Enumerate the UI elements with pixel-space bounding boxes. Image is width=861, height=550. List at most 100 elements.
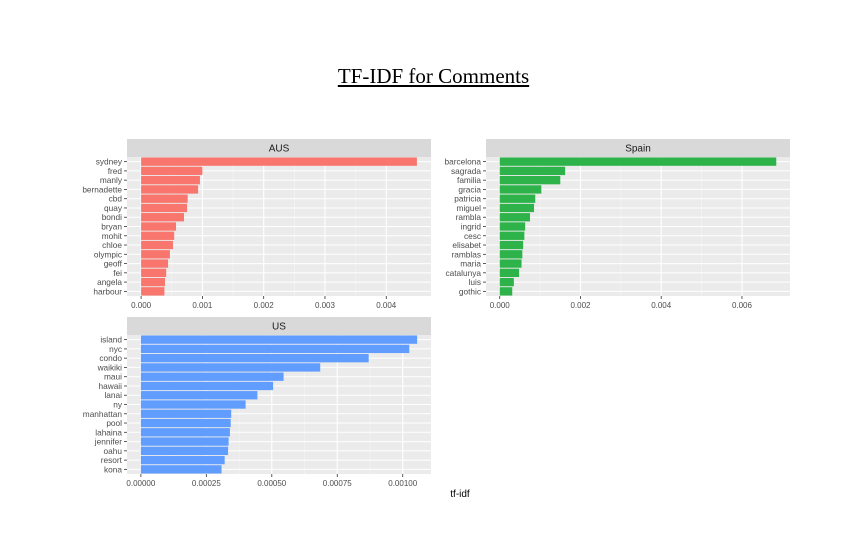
x-tick-label: 0.00050 [257,479,286,488]
y-tick-label: angela [97,277,122,287]
bar [499,166,566,176]
y-tick-label: mohit [102,231,123,241]
bar [141,222,177,231]
facet-strip [127,317,431,335]
y-tick-label: rambla [456,212,482,222]
bar [140,418,231,428]
bar [499,157,777,166]
y-tick-label: barcelona [445,157,482,167]
y-tick-label: manhattan [83,409,123,419]
y-tick-label: cbd [109,194,123,204]
bar [140,353,369,363]
bar [499,175,561,185]
bar [499,268,520,278]
y-tick-label: waikiki [97,362,123,372]
bar [499,185,542,194]
bar [141,185,199,194]
bar [140,335,418,344]
y-tick-label: chloe [102,240,122,250]
facet-panel-aus: AUS 0.000 0.001 0.002 0.003 0.004 sydneyfredma… [82,139,431,310]
y-tick-label: island [100,335,122,345]
bar [499,231,525,240]
x-tick-label: 0.00100 [388,479,417,488]
bar [141,231,175,240]
bar [141,203,188,213]
y-tick-label: ingrid [461,222,482,232]
y-tick-label: gracia [458,184,481,194]
y-tick-label: geoff [104,259,123,269]
y-tick-label: luis [469,277,481,287]
bar [499,222,526,231]
bar [141,166,203,176]
y-tick-label: elisabet [452,240,481,250]
y-tick-label: resort [101,455,123,465]
y-tick-label: miguel [457,203,482,213]
facet-strip-label: US [272,322,286,333]
y-tick-label: harbour [93,286,122,296]
y-tick-label: fei [113,268,122,278]
y-tick-label: maui [104,372,122,382]
bar [141,277,165,287]
y-tick-label: nyc [109,344,122,354]
x-tick-label: 0.001 [192,301,213,310]
x-axis-title: tf-idf [450,489,470,500]
bar [140,400,246,409]
y-tick-label: familia [457,175,481,185]
bar [499,203,535,213]
y-tick-label: manly [100,175,123,185]
bar [141,259,169,268]
y-tick-label: quay [104,203,123,213]
y-tick-label: lanai [104,390,122,400]
bar [140,344,410,354]
facet-panel-us: US 0.00000 0.00025 0.00050 0.00075 0.00100 isl… [83,317,431,488]
x-tick-label: 0.000 [131,301,152,310]
x-tick-label: 0.004 [651,301,672,310]
facet-strip [127,139,431,157]
y-tick-label: hawaii [98,381,122,391]
bar [141,268,167,278]
bar [141,287,165,296]
x-tick-label: 0.003 [315,301,336,310]
x-tick-label: 0.00025 [192,479,221,488]
y-tick-label: bondi [102,212,122,222]
y-tick-label: oahu [104,446,123,456]
bar [140,455,225,465]
bar [499,259,522,268]
y-tick-label: ramblas [451,249,481,259]
y-tick-label: fred [108,166,123,176]
bar [499,277,514,287]
bar [140,446,229,456]
y-tick-label: cesc [464,231,481,241]
page-title: TF-IDF for Comments [337,64,530,88]
y-tick-label: catalunya [445,268,481,278]
bar [141,194,188,203]
y-tick-label: pool [106,418,122,428]
y-tick-label: ny [113,400,123,410]
bar [141,213,184,222]
bar [140,372,284,381]
x-tick-label: 0.002 [570,301,591,310]
y-tick-label: condo [99,353,122,363]
y-tick-label: kona [104,464,122,474]
y-tick-label: olympic [94,249,122,259]
bar [141,240,173,250]
bar [140,381,274,391]
x-tick-label: 0.002 [254,301,275,310]
y-tick-label: bryan [101,222,122,232]
facet-strip-label: AUS [269,144,290,155]
y-tick-label: jennifer [94,437,122,447]
bar [141,175,200,185]
x-tick-label: 0.004 [376,301,397,310]
y-tick-label: sagrada [451,166,481,176]
bar [499,194,536,203]
y-tick-label: maria [460,259,481,269]
x-tick-label: 0.006 [732,301,753,310]
y-tick-label: gothic [459,286,481,296]
y-tick-label: bernadette [82,184,122,194]
y-tick-label: patricia [454,194,481,204]
bar [499,287,513,296]
bar [140,465,222,474]
facet-strip-label: Spain [625,144,651,155]
bar [140,391,258,400]
bar [141,157,417,166]
